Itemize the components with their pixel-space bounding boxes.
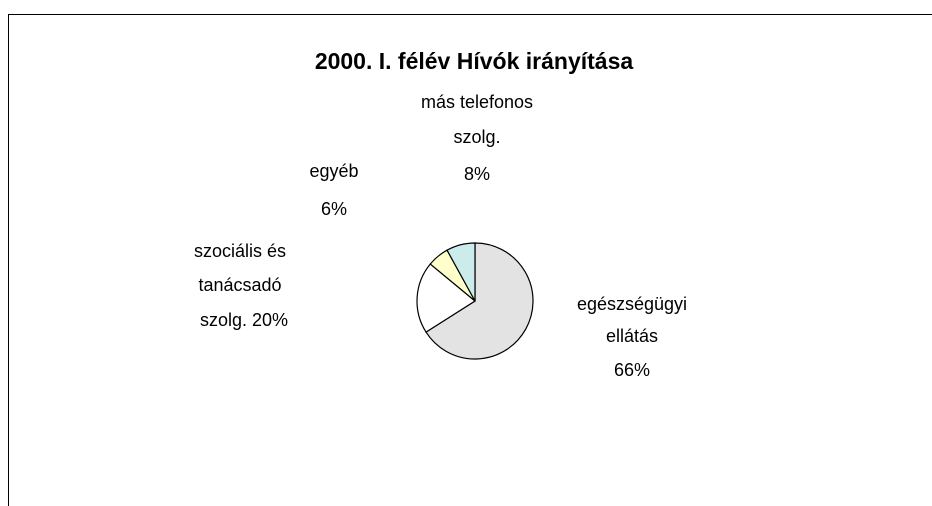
pie-slice — [446, 242, 476, 302]
pie-slice — [425, 242, 534, 360]
slice-label: más telefonos szolg. — [421, 92, 533, 147]
slice-label: egészségügyi ellátás — [577, 294, 687, 346]
slice-value-label: 66% — [614, 360, 650, 380]
slice-value-label: 20% — [252, 310, 288, 330]
chart-frame — [8, 14, 932, 506]
slice-value-label: 8% — [464, 164, 490, 184]
chart-title: 2000. I. félév Hívók irányítása — [315, 48, 634, 74]
slice-label: szociális és tanácsadó szolg. — [194, 241, 286, 330]
slice-label: egyéb — [309, 161, 358, 181]
pie-slice — [416, 263, 477, 333]
slice-value-label: 6% — [321, 199, 347, 219]
